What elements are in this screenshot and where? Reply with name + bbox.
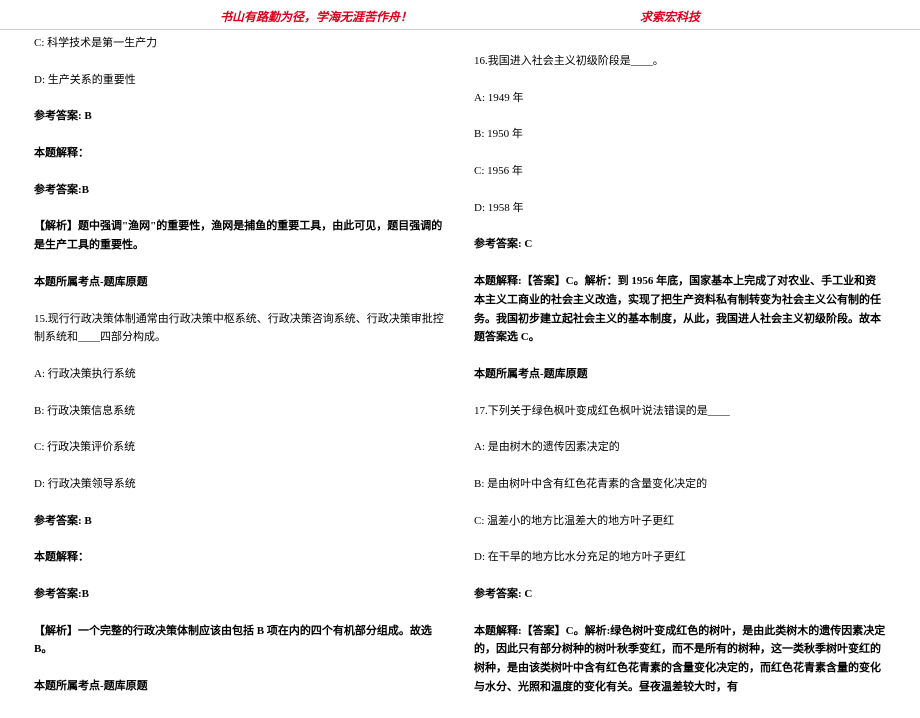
q15-answer-repeat: 参考答案:B	[34, 585, 446, 604]
q15-analysis-text: 【解析】一个完整的行政决策体制应该由包括 B 项在内的四个有机部分组成。故选 B…	[34, 622, 446, 659]
q16-option-c: C: 1956 年	[474, 162, 886, 181]
q16-analysis-text: 本题解释:【答案】C。解析：到 1956 年底，国家基本上完成了对农业、手工业和…	[474, 272, 886, 347]
q17-option-b: B: 是由树叶中含有红色花青素的含量变化决定的	[474, 475, 886, 494]
right-column: 16.我国进入社会主义初级阶段是____。 A: 1949 年 B: 1950 …	[460, 34, 900, 714]
q16-option-d: D: 1958 年	[474, 199, 886, 218]
question-16: 16.我国进入社会主义初级阶段是____。	[474, 52, 886, 71]
q15-option-b: B: 行政决策信息系统	[34, 402, 446, 421]
question-15: 15.现行行政决策体制通常由行政决策中枢系统、行政决策咨询系统、行政决策审批控制…	[34, 310, 446, 347]
page-header: 书山有路勤为径，学海无涯苦作舟！ 求索宏科技	[0, 0, 920, 30]
q16-option-b: B: 1950 年	[474, 125, 886, 144]
q15-explanation-label: 本题解释：	[34, 548, 446, 567]
explanation-label: 本题解释：	[34, 144, 446, 163]
q17-option-a: A: 是由树木的遗传因素决定的	[474, 438, 886, 457]
q16-topic-source: 本题所属考点-题库原题	[474, 365, 886, 384]
header-brand: 求索宏科技	[640, 8, 700, 25]
q17-analysis-text: 本题解释:【答案】C。解析:绿色树叶变成红色的树叶，是由此类树木的遗传因素决定的…	[474, 622, 886, 697]
q15-option-d: D: 行政决策领导系统	[34, 475, 446, 494]
option-c: C: 科学技术是第一生产力	[34, 34, 446, 53]
header-motto: 书山有路勤为径，学海无涯苦作舟！	[220, 8, 412, 25]
q15-option-c: C: 行政决策评价系统	[34, 438, 446, 457]
answer-repeat: 参考答案:B	[34, 181, 446, 200]
left-column: C: 科学技术是第一生产力 D: 生产关系的重要性 参考答案: B 本题解释： …	[20, 34, 460, 714]
q15-answer-label: 参考答案: B	[34, 512, 446, 531]
q15-topic-source: 本题所属考点-题库原题	[34, 677, 446, 696]
analysis-text: 【解析】题中强调"渔网"的重要性，渔网是捕鱼的重要工具，由此可见，题目强调的是生…	[34, 217, 446, 254]
q17-option-d: D: 在干旱的地方比水分充足的地方叶子更红	[474, 548, 886, 567]
q17-option-c: C: 温差小的地方比温差大的地方叶子更红	[474, 512, 886, 531]
q17-answer-label: 参考答案: C	[474, 585, 886, 604]
main-content: C: 科学技术是第一生产力 D: 生产关系的重要性 参考答案: B 本题解释： …	[0, 30, 920, 718]
option-d: D: 生产关系的重要性	[34, 71, 446, 90]
question-17: 17.下列关于绿色枫叶变成红色枫叶说法错误的是____	[474, 402, 886, 421]
topic-source: 本题所属考点-题库原题	[34, 273, 446, 292]
q15-option-a: A: 行政决策执行系统	[34, 365, 446, 384]
q16-answer-label: 参考答案: C	[474, 235, 886, 254]
q16-option-a: A: 1949 年	[474, 89, 886, 108]
answer-label: 参考答案: B	[34, 107, 446, 126]
